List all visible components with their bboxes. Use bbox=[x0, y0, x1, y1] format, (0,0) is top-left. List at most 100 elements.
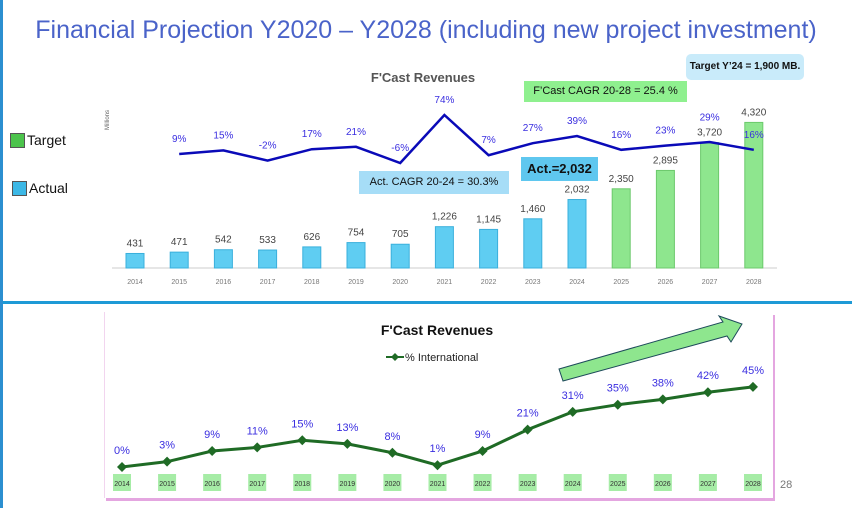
bar-2028 bbox=[744, 121, 764, 269]
growth-label: 23% bbox=[655, 126, 675, 137]
revenue-bar-chart: F'Cast Revenues Millions 431 2014 471 2015 542… bbox=[105, 70, 777, 286]
x-tick-label: 2022 bbox=[475, 481, 491, 488]
x-tick-bg bbox=[743, 474, 762, 491]
x-tick-label: 2021 bbox=[430, 481, 446, 488]
x-tick-label: 2020 bbox=[392, 279, 408, 286]
bar-2018 bbox=[302, 246, 322, 269]
growth-label: 29% bbox=[700, 113, 720, 124]
x-tick-bg bbox=[653, 474, 672, 491]
data-point-2022 bbox=[477, 445, 488, 456]
bar-value-label: 3,720 bbox=[697, 128, 722, 139]
x-tick-label: 2014 bbox=[127, 279, 143, 286]
data-point-2024 bbox=[567, 406, 578, 417]
growth-label: 74% bbox=[434, 95, 454, 106]
intl-value-label: 9% bbox=[204, 429, 220, 441]
x-tick-label: 2017 bbox=[260, 279, 276, 286]
x-tick-label: 2023 bbox=[525, 279, 541, 286]
intl-value-label: 31% bbox=[562, 390, 584, 402]
x-tick-label: 2027 bbox=[700, 481, 716, 488]
x-tick-label: 2020 bbox=[385, 481, 401, 488]
data-point-2020 bbox=[387, 447, 398, 458]
legend-actual-label: Actual bbox=[29, 180, 68, 196]
legend-target-label: Target bbox=[27, 132, 66, 148]
x-tick-bg bbox=[518, 474, 537, 491]
data-point-2027 bbox=[702, 387, 713, 398]
x-tick-label: 2027 bbox=[702, 279, 718, 286]
bar-2021 bbox=[434, 226, 454, 269]
bar-value-label: 2,895 bbox=[653, 155, 678, 166]
data-point-2014 bbox=[117, 462, 127, 472]
x-tick-label: 2018 bbox=[294, 481, 310, 488]
chart-title: F'Cast Revenues bbox=[381, 322, 493, 338]
intl-value-label: 11% bbox=[247, 425, 268, 437]
x-tick-bg bbox=[158, 474, 177, 491]
actual-swatch-icon bbox=[12, 180, 27, 196]
section-divider bbox=[3, 301, 852, 304]
growth-label: -2% bbox=[259, 141, 277, 152]
growth-label: 21% bbox=[346, 127, 366, 138]
intl-value-label: 21% bbox=[517, 408, 539, 420]
x-tick-label: 2021 bbox=[437, 279, 453, 286]
x-tick-bg bbox=[473, 474, 492, 491]
x-tick-label: 2026 bbox=[655, 481, 671, 488]
page-number: 28 bbox=[780, 479, 793, 491]
intl-value-label: 1% bbox=[430, 443, 446, 455]
data-point-2021 bbox=[432, 460, 443, 471]
data-point-2028 bbox=[747, 381, 758, 392]
left-accent-bar bbox=[0, 0, 3, 508]
bar-value-label: 471 bbox=[171, 237, 188, 248]
bar-value-label: 1,460 bbox=[520, 204, 545, 215]
bar-2023 bbox=[523, 218, 543, 269]
data-point-2019 bbox=[342, 438, 353, 449]
growth-label: 27% bbox=[523, 123, 543, 134]
bar-value-label: 533 bbox=[259, 235, 276, 246]
act-2032-callout: Act.=2,032 bbox=[521, 157, 598, 181]
x-tick-bg bbox=[698, 474, 717, 491]
data-point-2015 bbox=[162, 456, 173, 467]
data-point-2017 bbox=[252, 442, 263, 453]
x-tick-bg bbox=[248, 474, 267, 491]
x-tick-bg bbox=[608, 474, 627, 491]
growth-label: 17% bbox=[302, 129, 322, 140]
bar-2014 bbox=[125, 252, 145, 269]
bar-value-label: 4,320 bbox=[741, 107, 766, 118]
bar-value-label: 1,145 bbox=[476, 214, 501, 225]
x-tick-label: 2016 bbox=[216, 279, 232, 286]
x-tick-label: 2015 bbox=[159, 481, 175, 488]
intl-value-label: 35% bbox=[607, 383, 629, 395]
bar-value-label: 2,350 bbox=[609, 174, 634, 185]
intl-value-label: 9% bbox=[475, 429, 491, 441]
intl-value-label: 15% bbox=[291, 418, 313, 430]
bar-value-label: 754 bbox=[348, 228, 365, 239]
data-point-2025 bbox=[612, 399, 623, 410]
growth-label: 39% bbox=[567, 116, 587, 127]
intl-value-label: 0% bbox=[114, 445, 130, 457]
bar-2020 bbox=[390, 243, 410, 269]
x-tick-label: 2028 bbox=[746, 279, 762, 286]
target-y24-callout: Target Y’24 = 1,900 MB. bbox=[686, 54, 804, 80]
growth-label: 7% bbox=[481, 135, 496, 146]
growth-label: 15% bbox=[213, 130, 233, 141]
x-tick-bg bbox=[383, 474, 402, 491]
intl-value-label: 8% bbox=[384, 431, 400, 443]
intl-value-label: 3% bbox=[159, 440, 175, 452]
x-tick-label: 2016 bbox=[204, 481, 220, 488]
bar-2024 bbox=[567, 199, 587, 269]
x-tick-label: 2015 bbox=[171, 279, 187, 286]
target-swatch-icon bbox=[10, 132, 25, 148]
x-tick-label: 2019 bbox=[348, 279, 364, 286]
x-tick-label: 2023 bbox=[520, 481, 536, 488]
legend-label: % International bbox=[405, 352, 478, 364]
x-tick-label: 2017 bbox=[249, 481, 265, 488]
bar-2016 bbox=[213, 249, 233, 269]
bar-value-label: 626 bbox=[303, 232, 320, 243]
y-axis-label: Millions bbox=[105, 110, 111, 130]
bar-value-label: 542 bbox=[215, 235, 232, 246]
growth-label: 9% bbox=[172, 134, 187, 145]
data-point-2026 bbox=[657, 394, 668, 405]
x-tick-label: 2028 bbox=[745, 481, 761, 488]
legend-target: Target bbox=[10, 132, 66, 148]
bar-value-label: 2,032 bbox=[564, 185, 589, 196]
x-tick-label: 2024 bbox=[569, 279, 585, 286]
